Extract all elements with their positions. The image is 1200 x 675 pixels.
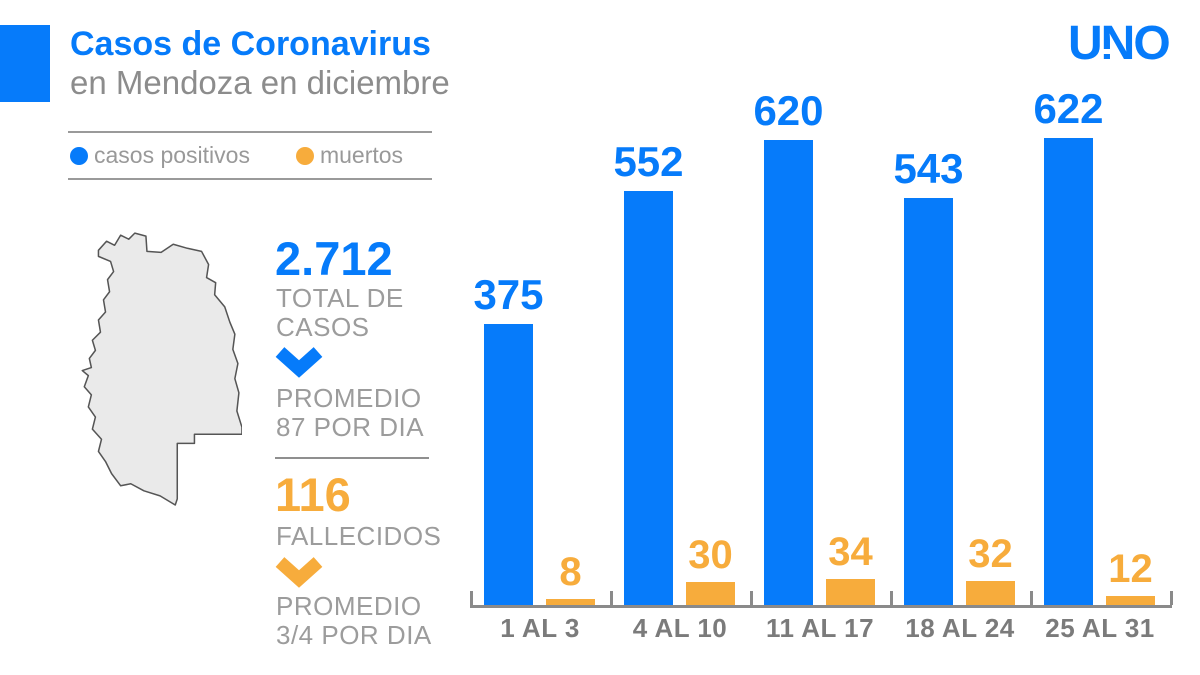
x-axis-tick (610, 591, 613, 605)
x-axis-tick (890, 591, 893, 605)
bar-value-label-positives: 375 (473, 271, 544, 318)
header: Casos de Coronavirus en Mendoza en dicie… (70, 24, 450, 102)
uno-logo-n-gap (1101, 49, 1110, 54)
uno-logo: UNO (1068, 18, 1178, 72)
x-axis-label: 11 AL 17 (765, 613, 875, 643)
bar-positives (764, 140, 813, 605)
mendoza-map-shape (81, 232, 242, 506)
deaths-value: 116 (275, 468, 351, 521)
bar-value-label-deaths: 32 (968, 532, 1013, 576)
chevron-down-icon (275, 347, 323, 378)
bar-value-label-positives: 552 (613, 138, 684, 185)
bar-positives (904, 198, 953, 605)
chart-legend: casos positivos muertos (68, 131, 432, 180)
x-axis-label: 1 AL 3 (500, 613, 580, 643)
bar-value-label-deaths: 30 (688, 533, 733, 577)
total-average-label: PROMEDIO 87 POR DIA (276, 383, 425, 442)
deaths-label: FALLECIDOS (276, 521, 442, 551)
total-cases-value: 2.712 (275, 232, 393, 285)
x-axis-tick (750, 591, 753, 605)
bar-value-label-deaths: 34 (828, 530, 873, 574)
bar-deaths (686, 582, 735, 605)
bar-value-label-positives: 622 (1033, 85, 1104, 132)
bar-positives (484, 324, 533, 605)
uno-logo-text: UNO (1068, 17, 1171, 70)
x-axis-tick (470, 591, 473, 605)
bar-deaths (546, 599, 595, 605)
bar-positives (624, 191, 673, 605)
mendoza-map (81, 232, 242, 506)
bar-deaths (1106, 596, 1155, 605)
chevron-down-icon (275, 557, 323, 588)
x-axis-label: 25 AL 31 (1045, 613, 1155, 643)
accent-square (0, 25, 50, 102)
total-cases-label: TOTAL DE CASOS (276, 283, 404, 342)
x-axis-label: 4 AL 10 (632, 613, 728, 643)
x-axis-tick (1030, 591, 1033, 605)
bar-deaths (966, 581, 1015, 605)
page-title: Casos de Coronavirus (70, 25, 431, 63)
stats-divider (275, 457, 429, 459)
positives-legend-label: casos positivos (94, 142, 250, 168)
positives-legend-dot-icon (70, 146, 88, 165)
bar-value-label-positives: 543 (893, 145, 964, 192)
deaths-legend-dot-icon (295, 146, 314, 165)
x-axis-line (470, 605, 1172, 608)
bar-positives (1044, 138, 1093, 605)
bar-chart: 375 8 1 AL 3 552 30 4 AL 10 620 34 11 AL 17 543 32… (470, 0, 1173, 675)
deaths-average-label: PROMEDIO 3/4 POR DIA (276, 591, 432, 650)
x-axis-label: 18 AL 24 (905, 613, 1015, 643)
page-subtitle: en Mendoza en diciembre (70, 64, 450, 101)
deaths-legend-label: muertos (319, 142, 404, 168)
bar-value-label-positives: 620 (753, 87, 824, 134)
bar-value-label-deaths: 12 (1108, 547, 1153, 591)
bar-value-label-deaths: 8 (559, 550, 582, 594)
x-axis-tick (1170, 591, 1173, 605)
bar-deaths (826, 579, 875, 605)
